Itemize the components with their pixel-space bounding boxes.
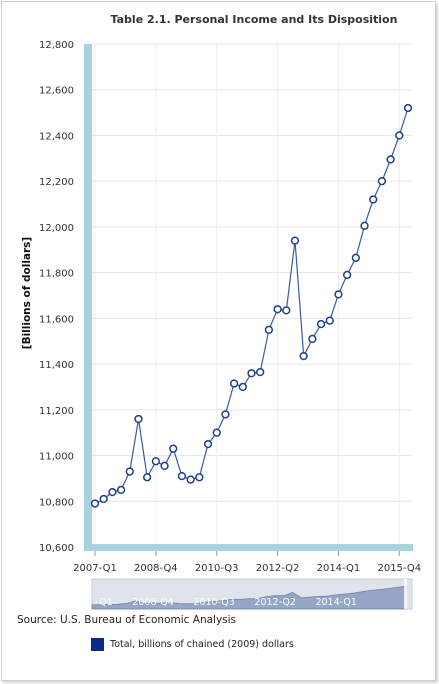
series-line (94, 107, 409, 505)
data-point (238, 382, 247, 392)
chart-title: Table 2.1. Personal Income and Its Dispo… (111, 13, 398, 26)
data-point (99, 494, 108, 504)
y-axis-band (84, 44, 92, 550)
legend-swatch (91, 638, 104, 651)
data-point (395, 131, 404, 140)
data-point (290, 236, 300, 245)
data-point (116, 485, 126, 494)
y-tick-label: 11,600 (39, 314, 74, 325)
y-tick-label: 11,400 (39, 360, 74, 371)
data-point (247, 369, 256, 378)
navigator-label: 2014-Q1 (315, 597, 356, 608)
data-point (264, 325, 274, 334)
data-point (386, 155, 395, 164)
x-tick-label: 2008-Q4 (134, 563, 178, 574)
source-text: Source: U.S. Bureau of Economic Analysis (17, 614, 237, 626)
y-tick-label: 12,600 (39, 86, 74, 97)
navigator-label: 2012-Q2 (254, 597, 295, 608)
x-axis-band (84, 544, 413, 551)
y-tick-label: 11,200 (39, 406, 74, 417)
x-tick-label: 2012-Q2 (256, 563, 300, 574)
y-tick-label: 10,800 (39, 497, 74, 508)
y-tick-label: 11,800 (39, 269, 74, 280)
y-tick-label: 12,400 (39, 131, 74, 142)
x-tick-label: 2014-Q1 (317, 563, 361, 574)
navigator-label: -Q1 (95, 597, 112, 608)
data-point (282, 306, 291, 315)
navigator-handle (404, 579, 407, 609)
legend[interactable]: Total, billions of chained (2009) dollar… (91, 638, 294, 651)
data-point (221, 410, 230, 419)
legend-label: Total, billions of chained (2009) dollar… (110, 639, 294, 650)
data-point (143, 473, 152, 482)
data-point (325, 316, 334, 325)
data-point (134, 414, 143, 424)
data-point (403, 103, 413, 113)
data-point (256, 367, 265, 377)
navigator-area (91, 585, 407, 610)
x-tick-label: 2007-Q1 (73, 563, 117, 574)
data-point (212, 428, 221, 437)
y-tick-label: 10,600 (39, 543, 74, 554)
data-point (177, 471, 187, 481)
data-point (369, 195, 378, 204)
navigator-label: 2008-Q4 (132, 597, 173, 608)
data-point (90, 499, 100, 508)
y-tick-label: 12,800 (39, 40, 74, 51)
data-point (151, 457, 161, 466)
y-tick-label: 12,200 (39, 177, 74, 188)
data-point (342, 270, 352, 280)
data-point (351, 253, 360, 262)
x-tick-label: 2010-Q3 (195, 563, 239, 574)
data-point (308, 334, 317, 344)
x-tick-label: 2015-Q4 (377, 563, 421, 574)
data-point (316, 319, 326, 329)
y-tick-label: 12,000 (39, 223, 74, 234)
data-point (125, 467, 134, 476)
data-point (360, 221, 369, 230)
data-point (334, 290, 343, 299)
navigator-label: 2010-Q3 (193, 597, 234, 608)
data-point (203, 439, 213, 449)
data-point (186, 475, 195, 484)
data-point (108, 487, 117, 497)
y-axis-label: [Billions of dollars] (21, 237, 33, 349)
data-point (160, 461, 169, 470)
data-point (195, 473, 204, 482)
data-point (229, 379, 239, 388)
y-tick-label: 11,000 (39, 452, 74, 463)
data-point (169, 444, 178, 453)
data-point (299, 351, 308, 361)
data-point (273, 305, 282, 314)
data-point (377, 177, 387, 186)
